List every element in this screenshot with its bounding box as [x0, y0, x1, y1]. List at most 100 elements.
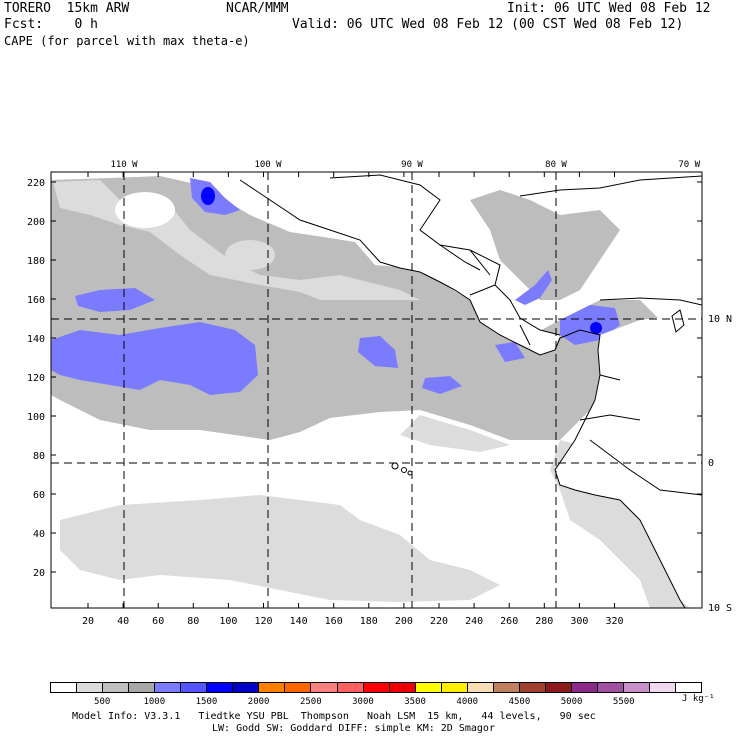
colorbar-swatch: [363, 683, 390, 692]
map-frame: [50, 171, 703, 609]
map-axes: 110 W 100 W 90 W 80 W 70 W 10 N 0 10 S 220 200 180…: [27, 160, 732, 627]
model-physics: LW: Godd SW: Goddard DIFF: simple KM: 2D…: [212, 723, 495, 734]
cape-shade-periwinkle: [75, 288, 155, 312]
cape-shade-periwinkle: [358, 336, 398, 368]
colorbar-swatch: [77, 683, 104, 692]
longitude-label: 100 W: [254, 160, 282, 170]
init-time: Init: 06 UTC Wed 08 Feb 12: [507, 1, 711, 16]
colorbar-swatch: [650, 683, 677, 692]
y-tick-label: 80: [33, 451, 45, 462]
colorbar-label: 500: [94, 697, 111, 707]
x-tick-label: 280: [535, 616, 553, 627]
x-tick-label: 300: [570, 616, 588, 627]
colorbar-label: 2000: [247, 697, 270, 707]
colorbar-swatch: [441, 683, 468, 692]
colorbar-label: 5500: [612, 697, 635, 707]
colorbar-swatch: [285, 683, 312, 692]
colorbar-swatch: [676, 683, 702, 692]
colorbar-label: 3000: [352, 697, 374, 707]
x-tick-label: 220: [430, 616, 448, 627]
colorbar-label: 4000: [456, 697, 479, 707]
x-tick-label: 160: [325, 616, 343, 627]
cape-shade-periwinkle: [422, 376, 462, 394]
land-central-america: [240, 172, 510, 305]
colorbar-label: 4500: [508, 697, 531, 707]
colorbar-swatch: [571, 683, 598, 692]
x-tick-label: 180: [360, 616, 378, 627]
colorbar-swatch: [415, 683, 442, 692]
cape-shade-periwinkle: [515, 270, 552, 305]
colorbar-swatch: [493, 683, 520, 692]
model-title: TORERO 15km ARW: [4, 1, 130, 16]
organization-label: NCAR/MMM: [226, 1, 289, 16]
cape-shade-periwinkle: [190, 178, 240, 215]
galapagos-island: [401, 467, 407, 473]
colorbar-units: J kg⁻¹: [682, 694, 715, 704]
colorbar-swatch: [337, 683, 364, 692]
longitude-label: 80 W: [545, 160, 567, 170]
colorbar: [50, 682, 702, 693]
x-tick-label: 40: [117, 616, 129, 627]
y-tick-label: 180: [27, 256, 45, 267]
colorbar-swatch: [103, 683, 130, 692]
colorbar-swatch: [129, 683, 156, 692]
latitude-label: 10 S: [708, 603, 732, 614]
y-tick-label: 40: [33, 529, 45, 540]
colorbar-swatch: [207, 683, 234, 692]
x-tick-label: 80: [187, 616, 199, 627]
caribbean-island: [671, 309, 685, 333]
colorbar-label: 3500: [404, 697, 426, 707]
longitude-label: 110 W: [110, 160, 138, 170]
latitude-label: 10 N: [708, 314, 732, 325]
coastline-mexico: [239, 179, 561, 356]
cape-shade-blue: [201, 187, 215, 205]
cape-shade-dark-gray: [470, 190, 620, 300]
colorbar-label: 5000: [560, 697, 583, 707]
cape-shade-periwinkle: [495, 342, 525, 362]
x-tick-label: 240: [465, 616, 483, 627]
colorbar-swatch: [233, 683, 260, 692]
colorbar-swatch: [597, 683, 625, 692]
colorbar-swatch: [181, 683, 208, 692]
colorbar-label: 1500: [195, 697, 218, 707]
x-tick-label: 120: [254, 616, 272, 627]
colorbar-label: 1000: [143, 697, 166, 707]
lat-lon-grid: [51, 172, 702, 608]
forecast-hour: Fcst: 0 h: [4, 17, 98, 32]
cape-map: 110 W 100 W 90 W 80 W 70 W 10 N 0 10 S 220 200 180…: [27, 160, 732, 627]
country-border: [439, 244, 702, 496]
x-tick-label: 260: [500, 616, 518, 627]
cuba-coast: [519, 175, 702, 197]
x-tick-label: 60: [152, 616, 164, 627]
cape-shade-white: [115, 192, 175, 228]
colorbar-swatch: [311, 683, 338, 692]
coastline-south-america: [554, 329, 686, 608]
cape-shade-light-gray: [60, 495, 500, 602]
colorbar-swatch: [624, 683, 651, 692]
colorbar-swatch: [155, 683, 182, 692]
y-tick-label: 220: [27, 178, 45, 189]
x-tick-label: 100: [219, 616, 237, 627]
land-south-america: [555, 315, 702, 608]
x-tick-label: 200: [395, 616, 413, 627]
x-tick-label: 320: [605, 616, 623, 627]
x-tick-label: 140: [290, 616, 308, 627]
field-title: CAPE (for parcel with max theta-e): [4, 34, 250, 48]
y-tick-label: 200: [27, 217, 45, 228]
colorbar-swatch: [545, 683, 572, 692]
y-tick-label: 120: [27, 373, 45, 384]
colorbar-swatch: [467, 683, 494, 692]
colorbar-swatch: [389, 683, 416, 692]
latitude-label: 0: [708, 458, 714, 469]
valid-time: Valid: 06 UTC Wed 08 Feb 12 (00 CST Wed …: [292, 17, 684, 32]
y-tick-label: 20: [33, 568, 45, 579]
y-tick-label: 60: [33, 490, 45, 501]
y-tick-label: 100: [27, 412, 45, 423]
longitude-label: 70 W: [678, 160, 700, 170]
cape-shade-white: [225, 240, 275, 270]
x-tick-label: 20: [82, 616, 94, 627]
model-info: Model Info: V3.3.1 Tiedtke YSU PBL Thomp…: [72, 711, 596, 722]
coastline-caribbean: [599, 297, 702, 306]
cape-shade-light-gray: [400, 415, 510, 452]
colorbar-swatch: [51, 683, 78, 692]
